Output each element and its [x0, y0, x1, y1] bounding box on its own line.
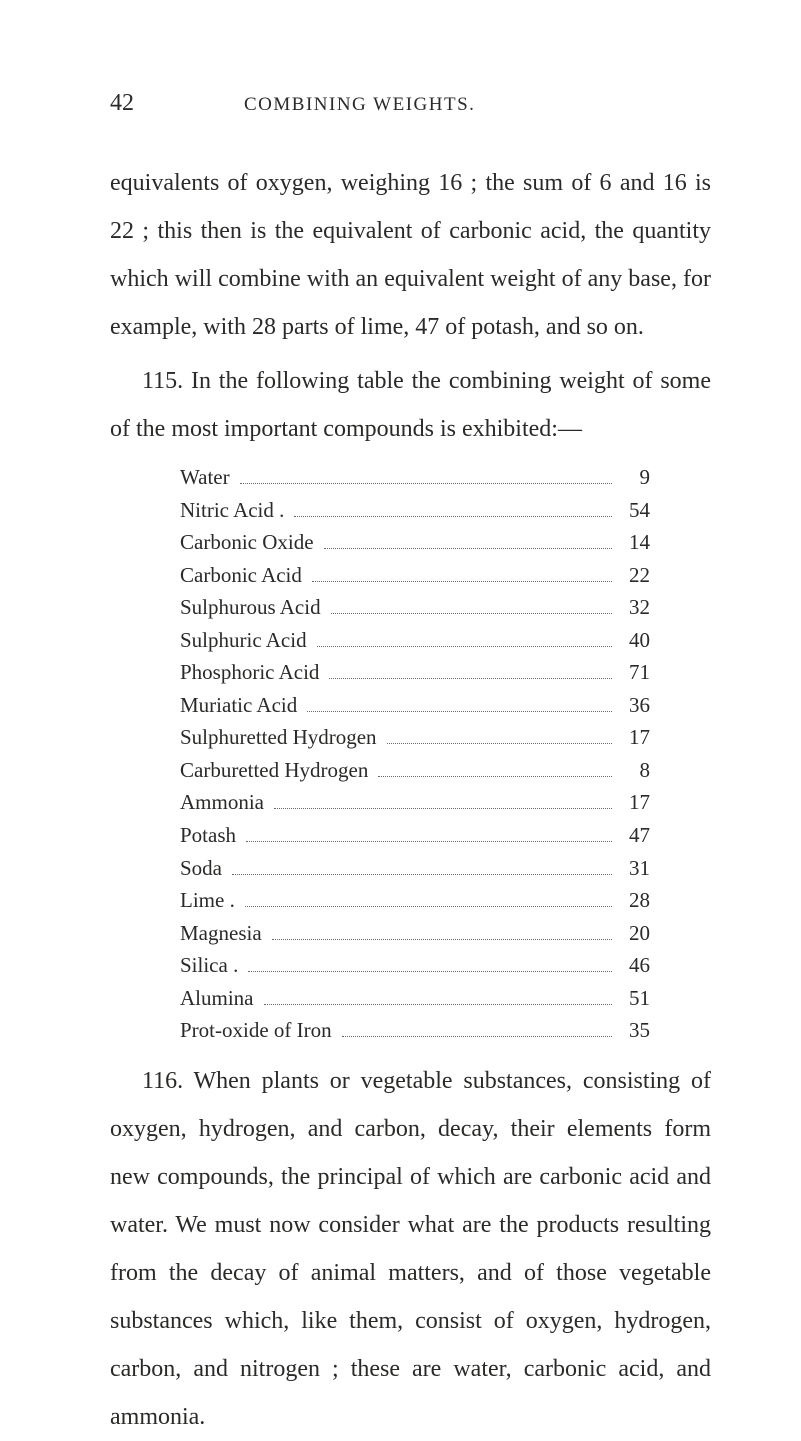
table-row: Phosphoric Acid 71 — [180, 656, 650, 689]
page-header-row: 42 COMBINING WEIGHTS. — [110, 90, 711, 117]
leader-dots — [387, 724, 612, 744]
leader-dots — [324, 529, 612, 549]
compound-weight: 22 — [622, 559, 650, 592]
compound-name: Soda — [180, 852, 222, 885]
compound-name: Sulphurous Acid — [180, 591, 321, 624]
compound-name: Magnesia — [180, 917, 262, 950]
leader-dots — [246, 822, 612, 842]
compound-weight: 46 — [622, 949, 650, 982]
compound-name: Silica . — [180, 949, 238, 982]
compound-weight: 31 — [622, 852, 650, 885]
compound-weight: 32 — [622, 591, 650, 624]
table-row: Prot-oxide of Iron 35 — [180, 1014, 650, 1047]
compound-name: Ammonia — [180, 786, 264, 819]
compound-weight: 17 — [622, 786, 650, 819]
compound-name: Sulphuretted Hydrogen — [180, 721, 377, 754]
compound-weight: 8 — [622, 754, 650, 787]
table-row: Sulphurous Acid 32 — [180, 591, 650, 624]
leader-dots — [240, 464, 612, 484]
leader-dots — [232, 855, 612, 875]
compound-weight: 35 — [622, 1014, 650, 1047]
leader-dots — [307, 692, 612, 712]
compound-name: Lime . — [180, 884, 235, 917]
compound-weight: 54 — [622, 494, 650, 527]
compound-name: Phosphoric Acid — [180, 656, 319, 689]
compound-weight: 17 — [622, 721, 650, 754]
combining-weights-table: Water9Nitric Acid .54Carbonic Oxide14Car… — [180, 461, 650, 1047]
table-row: Ammonia 17 — [180, 786, 650, 819]
leader-dots — [329, 659, 612, 679]
table-row: Soda 31 — [180, 852, 650, 885]
table-row: Muriatic Acid 36 — [180, 689, 650, 722]
compound-name: Potash — [180, 819, 236, 852]
table-row: Water 9 — [180, 461, 650, 494]
table-row: Lime . 28 — [180, 884, 650, 917]
page-number: 42 — [110, 90, 134, 117]
leader-dots — [317, 627, 612, 647]
leader-dots — [264, 985, 613, 1005]
leader-dots — [245, 887, 612, 907]
compound-name: Carbonic Oxide — [180, 526, 314, 559]
leader-dots — [342, 1017, 612, 1037]
compound-name: Nitric Acid . — [180, 494, 284, 527]
table-row: Magnesia 20 — [180, 917, 650, 950]
compound-name: Alumina — [180, 982, 254, 1015]
compound-name: Sulphuric Acid — [180, 624, 307, 657]
compound-weight: 47 — [622, 819, 650, 852]
leader-dots — [294, 497, 612, 517]
table-row: Potash 47 — [180, 819, 650, 852]
leader-dots — [274, 790, 612, 810]
table-row: Carburetted Hydrogen 8 — [180, 754, 650, 787]
compound-weight: 51 — [622, 982, 650, 1015]
paragraph-1: equivalents of oxygen, weighing 16 ; the… — [110, 159, 711, 351]
table-row: Carbonic Acid 22 — [180, 559, 650, 592]
compound-weight: 28 — [622, 884, 650, 917]
compound-weight: 20 — [622, 917, 650, 950]
leader-dots — [312, 562, 612, 582]
compound-name: Carbonic Acid — [180, 559, 302, 592]
compound-name: Carburetted Hydrogen — [180, 754, 368, 787]
leader-dots — [248, 952, 612, 972]
compound-name: Water — [180, 461, 230, 494]
leader-dots — [378, 757, 612, 777]
table-row: Nitric Acid . 54 — [180, 494, 650, 527]
paragraph-2: 115. In the following table the combinin… — [110, 357, 711, 453]
leader-dots — [272, 920, 612, 940]
table-row: Sulphuretted Hydrogen 17 — [180, 721, 650, 754]
compound-weight: 40 — [622, 624, 650, 657]
compound-weight: 71 — [622, 656, 650, 689]
page-header: COMBINING WEIGHTS. — [244, 94, 475, 116]
table-row: Carbonic Oxide 14 — [180, 526, 650, 559]
compound-weight: 9 — [622, 461, 650, 494]
table-row: Silica . 46 — [180, 949, 650, 982]
table-row: Alumina 51 — [180, 982, 650, 1015]
compound-weight: 14 — [622, 526, 650, 559]
compound-weight: 36 — [622, 689, 650, 722]
table-row: Sulphuric Acid 40 — [180, 624, 650, 657]
leader-dots — [331, 594, 612, 614]
paragraph-3: 116. When plants or vegetable substances… — [110, 1057, 711, 1441]
compound-name: Muriatic Acid — [180, 689, 297, 722]
compound-name: Prot-oxide of Iron — [180, 1014, 332, 1047]
